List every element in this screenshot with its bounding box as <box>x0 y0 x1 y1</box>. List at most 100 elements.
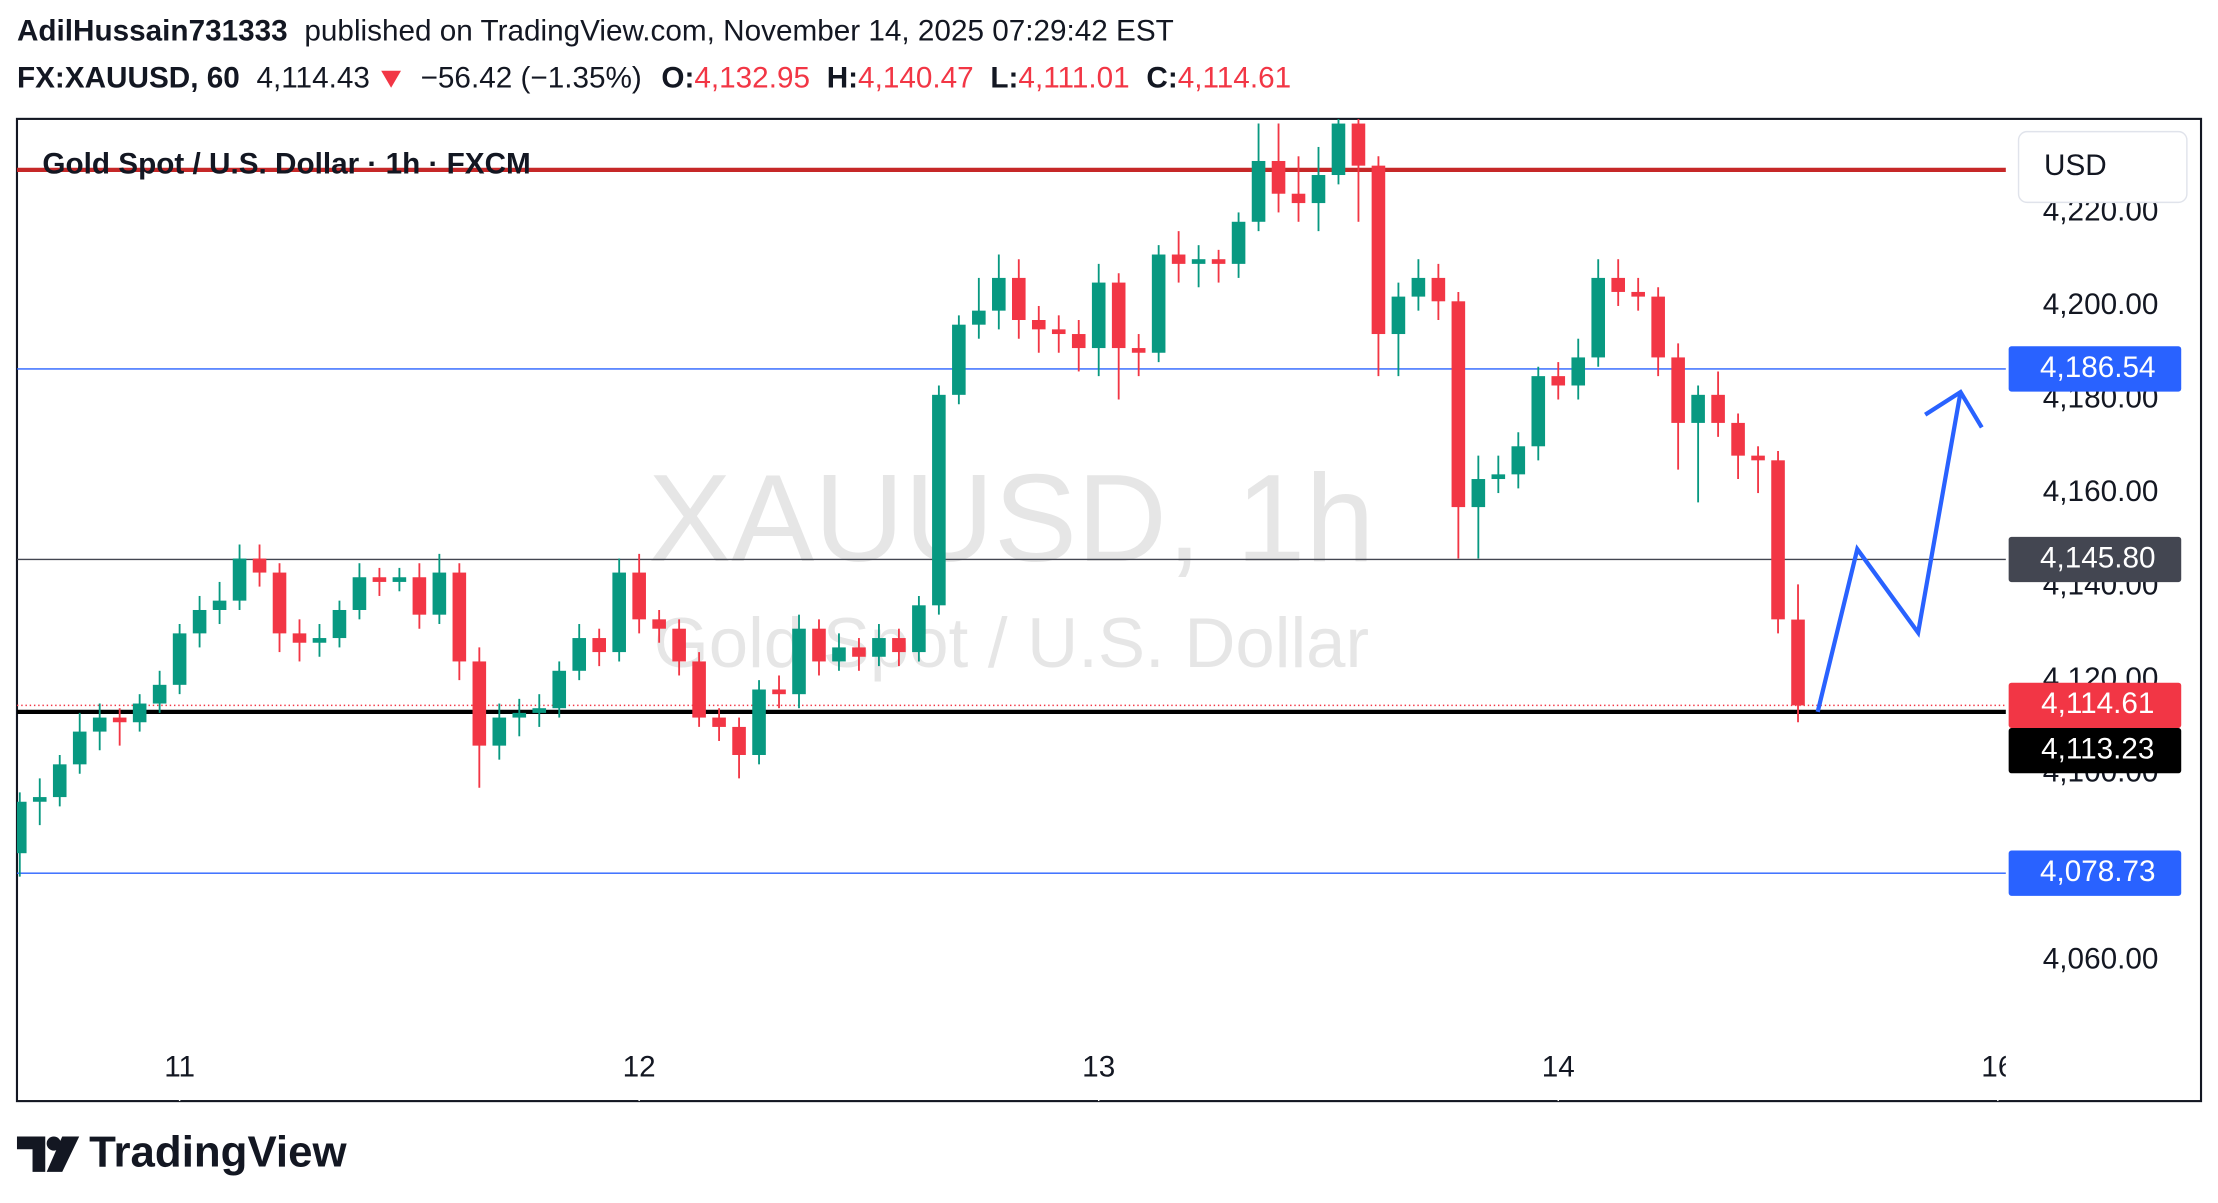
candle-body <box>1571 357 1586 386</box>
candle-body <box>1351 123 1366 166</box>
last-price-label-box <box>2008 682 2182 729</box>
watermark-name: Gold Spot / U.S. Dollar <box>654 603 1369 682</box>
down-arrow <box>381 70 402 88</box>
candle-body <box>852 647 866 657</box>
candle-body <box>1311 175 1326 204</box>
symbol: FX:XAUUSD, 60 <box>17 61 240 94</box>
currency-box[interactable] <box>2017 130 2188 204</box>
level-label: 4,113.23 <box>2041 732 2154 765</box>
candle-body <box>772 689 786 695</box>
candle-body <box>192 609 207 634</box>
candle-body <box>1731 422 1745 456</box>
candle-body <box>572 638 587 671</box>
price-axis: 4,060.004,080.004,100.004,120.004,140.00… <box>2005 194 2182 976</box>
candle-body <box>832 647 846 662</box>
candle-body <box>132 703 147 723</box>
candle-body <box>752 689 766 755</box>
x-tick-label: 12 <box>623 1050 656 1083</box>
candle-body <box>252 558 267 573</box>
y-tick-label: 4,200.00 <box>2043 288 2159 321</box>
candle-body <box>332 609 347 639</box>
candle-body <box>1791 619 1805 706</box>
candle-body <box>1331 123 1346 176</box>
chart-title: Gold Spot / U.S. Dollar · 1h · FXCM <box>42 147 530 180</box>
candle-body <box>932 394 946 606</box>
candle-body <box>272 572 287 634</box>
candle-body <box>312 638 327 643</box>
candle-body <box>1531 376 1546 447</box>
candle-body <box>1651 296 1665 358</box>
ohlc-value: 4,132.95 <box>694 61 810 94</box>
last-price: 4,114.43 <box>256 61 369 94</box>
chart-frame <box>15 117 2203 1103</box>
candle-body <box>412 577 427 615</box>
candle-body <box>792 628 806 695</box>
brand-logo <box>16 1136 80 1172</box>
candle-body <box>1071 334 1086 349</box>
candle-body <box>32 797 47 802</box>
candle-body <box>1471 479 1486 508</box>
candle-body <box>1231 221 1246 264</box>
candle-body <box>552 670 567 709</box>
x-tick-label: 13 <box>1082 1050 1115 1083</box>
published: published on TradingView.com, November 1… <box>304 14 1173 47</box>
candle-body <box>1031 320 1046 330</box>
candle-body <box>232 558 247 601</box>
brand: TradingView <box>89 1127 347 1176</box>
change: −56.42 (−1.35%) <box>421 61 642 94</box>
candle-body <box>372 577 387 582</box>
candle-body <box>1171 254 1186 264</box>
time-axis: 11 12 13 14 16 <box>164 1050 2014 1102</box>
candle-body <box>452 572 467 662</box>
watermark-symbol: XAUUSD, 1h <box>648 449 1374 588</box>
candle-body <box>352 577 367 610</box>
currency[interactable]: USD <box>2044 149 2107 182</box>
candle-body <box>1551 376 1566 386</box>
candle-body <box>392 577 407 582</box>
candle-body <box>1751 455 1765 461</box>
candle-body <box>92 717 107 732</box>
candle-body <box>472 661 487 746</box>
candle-body <box>152 684 167 704</box>
candle-body <box>1131 348 1146 353</box>
candle-body <box>292 633 307 643</box>
candle-body <box>1211 259 1226 264</box>
candle-body <box>1491 474 1506 480</box>
publish-line: AdilHussain731333 published on TradingVi… <box>17 14 1174 47</box>
level-label: 4,186.54 <box>2040 351 2156 384</box>
candle-body <box>1051 329 1066 335</box>
x-tick-label: 16 <box>1981 1050 2014 1083</box>
ohlc-key: C: <box>1146 61 1177 94</box>
candle-body <box>1391 296 1406 335</box>
candle-body <box>1011 277 1026 321</box>
candle-body <box>612 572 626 653</box>
ohlc-key: O: <box>661 61 694 94</box>
ohlc-value: 4,140.47 <box>858 61 974 94</box>
candle-body <box>1091 282 1106 349</box>
candle-body <box>1671 357 1685 423</box>
candle-body <box>972 310 986 325</box>
level-label: 4,078.73 <box>2040 855 2156 888</box>
candle-body <box>492 717 507 746</box>
candle-body <box>1691 394 1705 423</box>
level-label: 4,145.80 <box>2040 541 2156 574</box>
candle-body <box>672 628 686 662</box>
last-price-label: 4,114.61 <box>2041 687 2154 720</box>
candle-body <box>1591 277 1606 358</box>
candle-body <box>1431 277 1446 302</box>
symbol-line: FX:XAUUSD, 60 4,114.43 −56.42 (−1.35%) O… <box>17 61 1291 94</box>
candle-body <box>1451 301 1466 508</box>
candle-body <box>1371 165 1386 335</box>
candle-body <box>16 801 27 854</box>
candle-body <box>732 726 746 755</box>
candle-body <box>632 572 646 620</box>
ohlc-key: L: <box>990 61 1018 94</box>
candle-body <box>992 277 1006 311</box>
candle-body <box>652 619 666 629</box>
candle-body <box>1511 446 1526 475</box>
candle-body <box>1711 394 1725 423</box>
candle-body <box>52 764 67 798</box>
candle-body <box>1111 282 1126 349</box>
